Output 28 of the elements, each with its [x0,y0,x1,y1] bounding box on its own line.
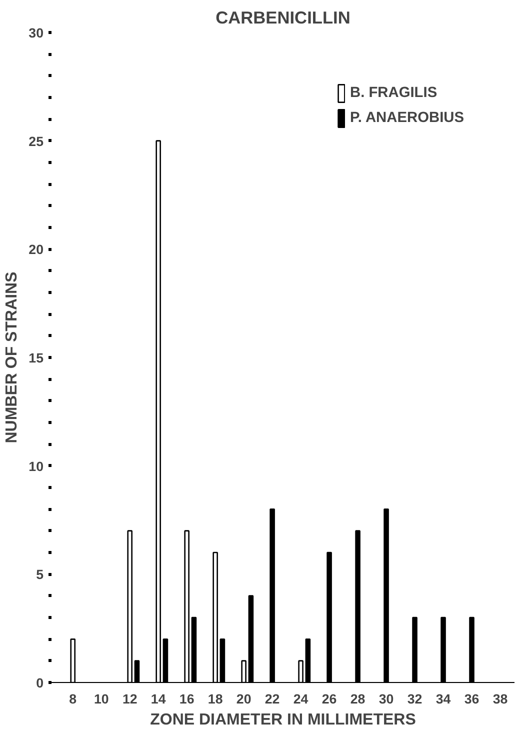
x-tick-label: 22 [264,692,280,706]
x-tick-label: 34 [436,692,452,706]
y-tick-label: 5 [36,567,44,582]
x-tick-label: 18 [208,692,223,706]
y-tick-label: 30 [28,26,44,40]
legend-label: P. ANAEROBIUS [350,110,464,126]
x-axis-title: ZONE DIAMETER IN MILLIMETERS [150,712,416,728]
y-tick-label: 15 [28,350,44,366]
y-axis-title: NUMBER OF STRAINS [4,271,21,444]
x-tick-label: 28 [350,692,366,706]
y-tick-label: 25 [28,134,44,149]
y-tick-label: 20 [28,242,44,258]
x-tick-label: 36 [464,692,480,706]
x-tick-label: 24 [293,692,309,706]
x-tick-label: 32 [407,692,422,706]
x-tick-label: 30 [378,692,394,706]
x-tick-label: 20 [236,692,252,706]
x-tick-label: 38 [492,692,508,706]
y-tick-label: 10 [28,458,44,474]
x-tick-label: 12 [122,692,138,706]
y-tick-label: 0 [36,676,44,690]
x-tick-label: 16 [179,692,194,706]
x-tick-label: 26 [322,692,337,706]
x-tick-label: 8 [69,692,77,706]
chart-title: CARBENICILLIN [216,8,350,28]
legend-label: B. FRAGILIS [350,85,438,101]
x-tick-label: 10 [94,692,109,706]
x-tick-label: 14 [150,692,166,706]
